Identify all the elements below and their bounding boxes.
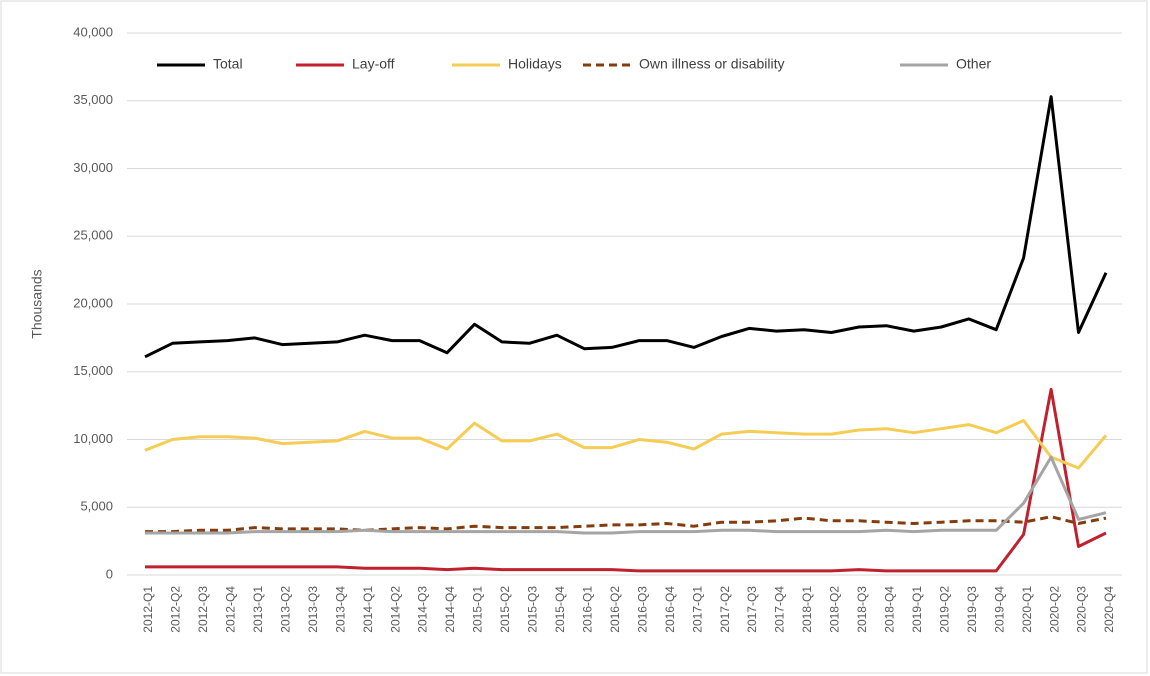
x-tick-label: 2016-Q3 <box>635 586 649 633</box>
legend-label: Holidays <box>508 56 562 72</box>
x-tick-label: 2017-Q1 <box>690 586 704 633</box>
y-tick-label: 30,000 <box>73 160 113 175</box>
series-line <box>144 419 1108 470</box>
x-tick-label: 2014-Q2 <box>388 586 402 633</box>
x-tick-label: 2013-Q4 <box>333 586 347 633</box>
x-tick-label: 2013-Q2 <box>278 586 292 633</box>
y-tick-label: 15,000 <box>73 363 113 378</box>
x-tick-label: 2015-Q3 <box>526 586 540 633</box>
y-tick-label: 0 <box>106 566 113 581</box>
y-axis-label: Thousands <box>29 269 45 338</box>
x-tick-label: 2018-Q2 <box>828 586 842 633</box>
x-tick-label: 2020-Q1 <box>1020 586 1034 633</box>
x-tick-label: 2015-Q2 <box>498 586 512 633</box>
x-tick-label: 2013-Q3 <box>306 586 320 633</box>
y-tick-label: 40,000 <box>73 24 113 39</box>
x-tick-label: 2012-Q4 <box>224 586 238 633</box>
x-tick-label: 2017-Q3 <box>745 586 759 633</box>
x-tick-label: 2016-Q4 <box>663 586 677 633</box>
x-tick-label: 2014-Q1 <box>361 586 375 633</box>
legend-label: Other <box>956 56 991 72</box>
x-tick-label: 2014-Q4 <box>443 586 457 633</box>
y-tick-label: 35,000 <box>73 92 113 107</box>
x-tick-label: 2013-Q1 <box>251 586 265 633</box>
legend-label: Own illness or disability <box>639 56 785 72</box>
x-tick-label: 2016-Q1 <box>580 586 594 633</box>
x-tick-label: 2019-Q4 <box>992 586 1006 633</box>
x-tick-label: 2019-Q2 <box>937 586 951 633</box>
x-tick-label: 2014-Q3 <box>416 586 430 633</box>
series-line <box>145 455 1107 535</box>
x-tick-label: 2015-Q1 <box>471 586 485 633</box>
x-tick-label: 2018-Q4 <box>883 586 897 633</box>
y-tick-label: 5,000 <box>80 499 113 514</box>
series-line <box>145 515 1107 534</box>
x-tick-label: 2019-Q3 <box>965 586 979 633</box>
x-tick-label: 2020-Q4 <box>1102 586 1116 633</box>
x-tick-label: 2015-Q4 <box>553 586 567 633</box>
series-line <box>145 387 1107 573</box>
x-tick-label: 2012-Q2 <box>169 586 183 633</box>
y-tick-label: 25,000 <box>73 228 113 243</box>
x-tick-label: 2019-Q1 <box>910 586 924 633</box>
x-tick-label: 2020-Q3 <box>1075 586 1089 633</box>
x-tick-label: 2016-Q2 <box>608 586 622 633</box>
x-tick-label: 2018-Q1 <box>800 586 814 633</box>
x-tick-label: 2018-Q3 <box>855 586 869 633</box>
y-tick-label: 20,000 <box>73 295 113 310</box>
legend-label: Lay-off <box>352 56 395 72</box>
x-tick-label: 2017-Q4 <box>773 586 787 633</box>
y-tick-label: 10,000 <box>73 431 113 446</box>
x-tick-label: 2012-Q3 <box>196 586 210 633</box>
x-tick-label: 2017-Q2 <box>718 586 732 633</box>
series-line <box>144 95 1108 359</box>
x-tick-label: 2020-Q2 <box>1047 586 1061 633</box>
x-tick-label: 2012-Q1 <box>141 586 155 633</box>
legend-label: Total <box>213 56 243 72</box>
